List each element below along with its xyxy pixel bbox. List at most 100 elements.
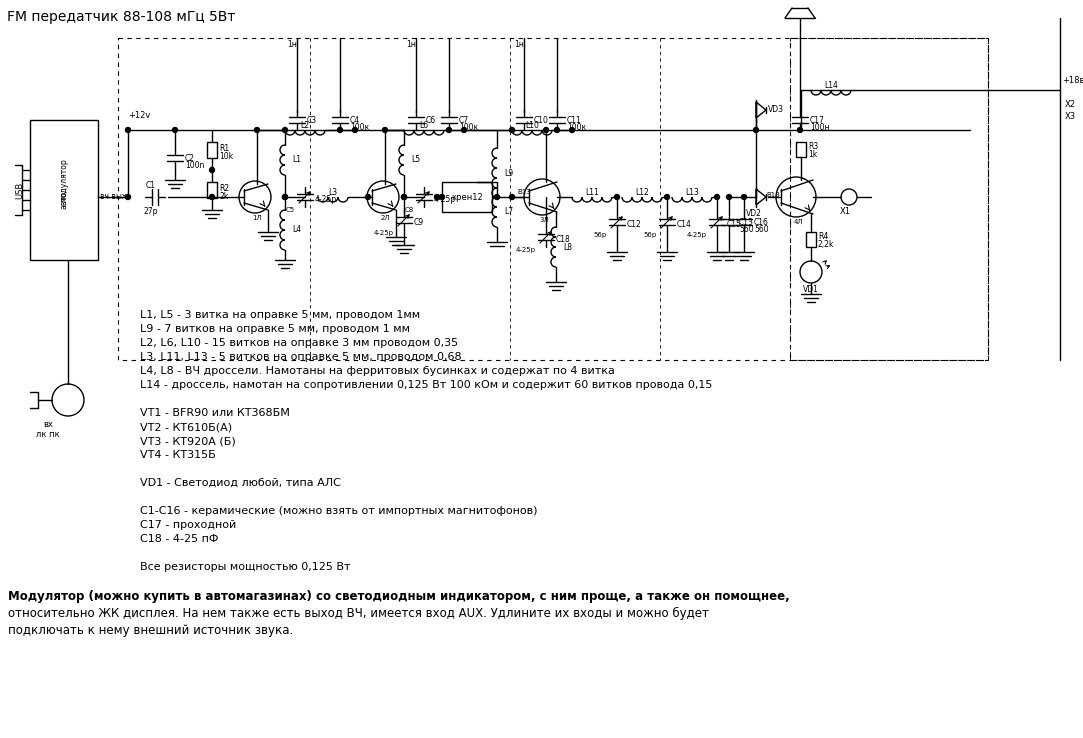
Text: 56р: 56р xyxy=(643,232,657,238)
Text: X1: X1 xyxy=(839,207,850,216)
Text: L14: L14 xyxy=(824,81,838,90)
Text: Все резисторы мощностью 0,125 Вт: Все резисторы мощностью 0,125 Вт xyxy=(140,562,351,572)
Circle shape xyxy=(209,168,214,173)
Text: L3: L3 xyxy=(328,188,338,197)
Bar xyxy=(796,142,806,157)
Text: 4-25р: 4-25р xyxy=(516,247,536,253)
Circle shape xyxy=(338,128,342,133)
Text: C3: C3 xyxy=(306,116,317,125)
Text: лк пк: лк пк xyxy=(36,430,60,439)
Text: C12: C12 xyxy=(627,220,642,229)
Text: VD3: VD3 xyxy=(768,106,784,114)
Bar xyxy=(207,182,217,198)
Text: L4, L8 - ВЧ дроссели. Намотаны на ферритовых бусинках и содержат по 4 витка: L4, L8 - ВЧ дроссели. Намотаны на феррит… xyxy=(140,366,615,376)
Circle shape xyxy=(365,195,370,199)
Circle shape xyxy=(509,128,514,133)
Circle shape xyxy=(544,128,548,133)
Bar xyxy=(207,142,217,158)
Circle shape xyxy=(255,128,260,133)
Text: C18: C18 xyxy=(556,235,571,244)
Text: L6: L6 xyxy=(419,121,429,130)
Circle shape xyxy=(461,128,467,133)
Circle shape xyxy=(126,128,130,133)
Text: R2: R2 xyxy=(219,184,230,193)
Bar xyxy=(118,38,988,360)
Text: VT1 - BFR90 или КТ368БМ: VT1 - BFR90 или КТ368БМ xyxy=(140,408,290,418)
Text: 2,2k: 2,2k xyxy=(818,240,834,249)
Text: L7: L7 xyxy=(504,207,513,216)
Text: C10: C10 xyxy=(534,116,549,125)
Text: Модулятор (можно купить в автомагазинах) со светодиодным индикатором, с ним прощ: Модулятор (можно купить в автомагазинах)… xyxy=(8,590,790,603)
Text: L14 - дроссель, намотан на сопротивлении 0,125 Вт 100 кОм и содержит 60 витков п: L14 - дроссель, намотан на сопротивлении… xyxy=(140,380,713,390)
Text: 1н: 1н xyxy=(406,40,416,49)
Text: С1-С16 - керамические (можно взять от импортных магнитофонов): С1-С16 - керамические (можно взять от им… xyxy=(140,506,537,516)
Text: C17: C17 xyxy=(810,116,825,125)
Text: 27р: 27р xyxy=(144,207,158,216)
Text: 3Л: 3Л xyxy=(539,217,549,223)
Text: C15: C15 xyxy=(727,220,742,229)
Text: L9 - 7 витков на оправке 5 мм, проводом 1 мм: L9 - 7 витков на оправке 5 мм, проводом … xyxy=(140,324,410,334)
Text: X3: X3 xyxy=(1065,112,1077,121)
Bar xyxy=(442,182,492,212)
Text: L2, L6, L10 - 15 витков на оправке 3 мм проводом 0,35: L2, L6, L10 - 15 витков на оправке 3 мм … xyxy=(140,338,458,348)
Circle shape xyxy=(126,195,130,199)
Text: 1k: 1k xyxy=(808,150,818,159)
Circle shape xyxy=(382,128,388,133)
Text: авто: авто xyxy=(60,191,68,209)
Text: 4Л: 4Л xyxy=(793,219,803,225)
Text: L9: L9 xyxy=(504,168,513,178)
Text: 100н: 100н xyxy=(810,123,830,132)
Bar xyxy=(30,120,97,260)
Text: VT3 - КТ920А (Б): VT3 - КТ920А (Б) xyxy=(140,436,236,446)
Text: C4: C4 xyxy=(350,116,361,125)
Circle shape xyxy=(440,195,444,199)
Text: крен12: крен12 xyxy=(452,193,483,201)
Circle shape xyxy=(283,195,287,199)
Circle shape xyxy=(797,128,803,133)
Circle shape xyxy=(715,195,719,199)
Text: В13: В13 xyxy=(517,189,531,195)
Text: 100к: 100к xyxy=(567,123,586,132)
Circle shape xyxy=(434,195,440,199)
Text: R1: R1 xyxy=(219,144,230,153)
Text: относительно ЖК дисплея. На нем также есть выход ВЧ, имеется вход AUX. Удлините : относительно ЖК дисплея. На нем также ес… xyxy=(8,607,709,620)
Text: C7: C7 xyxy=(459,116,469,125)
Text: вч вых: вч вых xyxy=(100,192,127,201)
Text: C16: C16 xyxy=(754,218,769,227)
Text: VT4 - КТ315Б: VT4 - КТ315Б xyxy=(140,450,216,460)
Polygon shape xyxy=(756,102,766,118)
Text: C13: C13 xyxy=(739,218,754,227)
Text: +12v: +12v xyxy=(128,111,151,120)
Text: +18в: +18в xyxy=(1062,76,1083,85)
Text: L3, L11, L13 - 5 витков на оправке 5 мм, проводом 0,68: L3, L11, L13 - 5 витков на оправке 5 мм,… xyxy=(140,352,461,362)
Text: L4: L4 xyxy=(292,226,301,235)
Text: 100n: 100n xyxy=(185,161,205,170)
Text: подключать к нему внешний источник звука.: подключать к нему внешний источник звука… xyxy=(8,624,293,637)
Text: L5: L5 xyxy=(412,156,420,165)
Text: 1Л: 1Л xyxy=(252,215,262,221)
Text: C9: C9 xyxy=(414,218,425,227)
Text: С18 - 4-25 пФ: С18 - 4-25 пФ xyxy=(140,534,219,544)
Text: L11: L11 xyxy=(585,188,599,197)
Text: FM передатчик 88-108 мГц 5Вт: FM передатчик 88-108 мГц 5Вт xyxy=(6,10,235,24)
Circle shape xyxy=(283,195,287,199)
Text: X2: X2 xyxy=(1065,100,1077,109)
Text: 56р: 56р xyxy=(593,232,606,238)
Text: VD2: VD2 xyxy=(746,209,762,218)
Circle shape xyxy=(742,195,746,199)
Circle shape xyxy=(283,128,287,133)
Text: 4-25р: 4-25р xyxy=(434,195,456,204)
Text: L8: L8 xyxy=(563,243,572,252)
Text: 560: 560 xyxy=(754,225,769,234)
Text: В13: В13 xyxy=(766,192,780,198)
Text: VD1: VD1 xyxy=(804,285,819,294)
Text: C2: C2 xyxy=(185,154,195,163)
Text: C14: C14 xyxy=(677,220,692,229)
Circle shape xyxy=(727,195,731,199)
Text: 2Л: 2Л xyxy=(380,215,390,221)
Circle shape xyxy=(402,195,406,199)
Text: C6: C6 xyxy=(426,116,436,125)
Circle shape xyxy=(754,128,758,133)
Bar xyxy=(790,38,988,360)
Text: 10k: 10k xyxy=(219,152,233,161)
